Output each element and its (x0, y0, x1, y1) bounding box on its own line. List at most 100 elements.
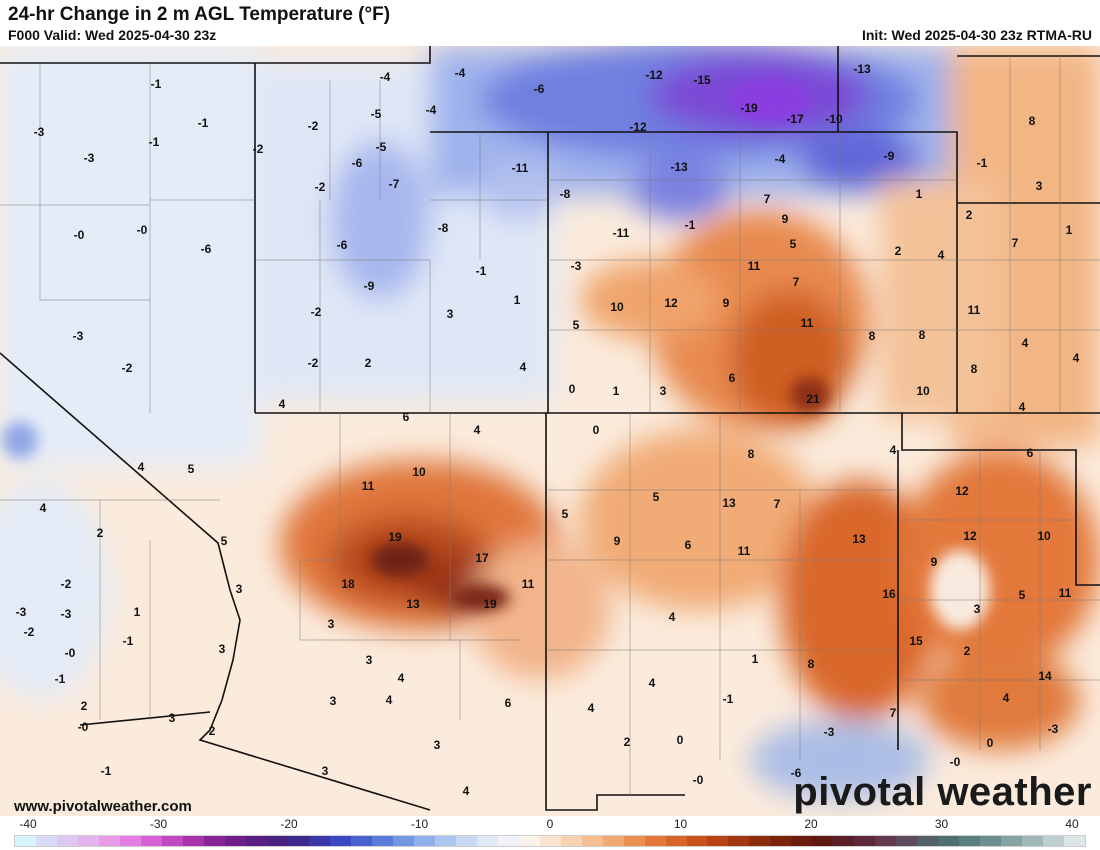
temp-label: 11 (801, 316, 814, 330)
colorbar-cell (266, 836, 288, 846)
colorbar-tick-label: -10 (410, 817, 429, 831)
colorbar-cell (287, 836, 309, 846)
state-borders (0, 46, 1100, 811)
colorbar-ticks: -40 -30 -20 -10 0 10 20 30 40 (0, 816, 1100, 832)
temp-label: -17 (786, 112, 804, 126)
temp-label: 8 (919, 328, 926, 342)
colorbar-cell (224, 836, 246, 846)
temp-label: -3 (571, 259, 582, 273)
temperature-change-map: -1 -3 -1 -1 -3 -2 -2 -4 -4 -6 -12 -15 -13 -19 -17 -10 -1… (0, 46, 1100, 816)
colorbar-cell (854, 836, 876, 846)
temp-label: 2 (365, 356, 372, 370)
temp-label: -6 (352, 156, 363, 170)
temp-label: 1 (134, 605, 141, 619)
temp-label: 7 (764, 192, 771, 206)
temp-label: 10 (412, 465, 426, 479)
temp-label: -3 (73, 329, 84, 343)
colorbar-cell (308, 836, 330, 846)
colorbar-cell (833, 836, 855, 846)
colorbar-tick-label: -40 (19, 817, 37, 831)
temp-label: 11 (968, 303, 981, 317)
temp-label: 3 (974, 602, 981, 616)
colorbar-cell (749, 836, 771, 846)
temp-label: -1 (123, 634, 134, 648)
temp-label: 15 (909, 634, 923, 648)
temp-label: 3 (366, 653, 373, 667)
temp-label: 16 (882, 587, 896, 601)
colorbar-cell (455, 836, 477, 846)
temp-label: 6 (403, 410, 410, 424)
colorbar-cell (1043, 836, 1065, 846)
temp-label: -4 (380, 70, 391, 84)
temp-label: -8 (560, 187, 571, 201)
temp-label: -4 (775, 152, 786, 166)
temp-label: -2 (311, 305, 322, 319)
temp-label: -12 (629, 120, 647, 134)
valid-time: F000 Valid: Wed 2025-04-30 23z (8, 27, 217, 43)
colorbar-cell (413, 836, 435, 846)
temp-label: 1 (1066, 223, 1073, 237)
colorbar-cell (392, 836, 414, 846)
colorbar-cell (917, 836, 939, 846)
temp-label: 3 (328, 617, 335, 631)
temp-label: 0 (569, 382, 576, 396)
temp-label: 13 (722, 496, 736, 510)
colorbar-cell (203, 836, 225, 846)
colorbar-cell (686, 836, 708, 846)
temp-label: 3 (236, 582, 243, 596)
temp-label: -4 (455, 66, 466, 80)
temp-label: -1 (198, 116, 209, 130)
temp-label: 6 (1027, 446, 1034, 460)
temp-label: 4 (890, 443, 897, 457)
init-time: Init: Wed 2025-04-30 23z RTMA-RU (861, 27, 1092, 43)
colorbar-tick-label: 40 (1065, 817, 1079, 831)
temp-label: 19 (483, 597, 497, 611)
temp-label: -7 (389, 177, 400, 191)
temp-label: 2 (209, 724, 216, 738)
site-url[interactable]: www.pivotalweather.com (14, 798, 192, 815)
colorbar-cell (350, 836, 372, 846)
temp-label: -10 (825, 112, 843, 126)
temp-label: -0 (693, 773, 704, 787)
temp-label: 1 (514, 293, 521, 307)
colorbar-cell (560, 836, 582, 846)
temp-label: -6 (337, 238, 348, 252)
temp-label: -2 (61, 577, 72, 591)
temp-label: 1 (613, 384, 620, 398)
temp-label: 5 (562, 507, 569, 521)
temp-label: 0 (593, 423, 600, 437)
temp-label: 7 (774, 497, 781, 511)
colorbar-tick-label: 20 (804, 817, 818, 831)
temp-label: 11 (748, 259, 761, 273)
temp-label: 5 (221, 534, 228, 548)
colorbar-cell (896, 836, 918, 846)
temp-label: -3 (34, 125, 45, 139)
temp-label: 10 (610, 300, 624, 314)
colorbar-cell (182, 836, 204, 846)
colorbar-cell (77, 836, 99, 846)
temp-label: 3 (322, 764, 329, 778)
temp-label: 4 (1003, 691, 1010, 705)
temp-label: -5 (376, 140, 387, 154)
temp-label: -5 (371, 107, 382, 121)
temp-label: 7 (1012, 236, 1019, 250)
temp-label: -11 (613, 226, 630, 240)
temp-label: -2 (308, 119, 319, 133)
colorbar-cell (140, 836, 162, 846)
temp-label: 5 (188, 462, 195, 476)
temp-label: -2 (315, 180, 326, 194)
temp-label: -0 (74, 228, 85, 242)
colorbar-cell (518, 836, 540, 846)
temp-label: -1 (101, 764, 112, 778)
colorbar-cell (56, 836, 78, 846)
temp-label: -4 (426, 103, 437, 117)
temp-label: 4 (669, 610, 676, 624)
temp-label: 4 (1073, 351, 1080, 365)
colorbar-cell (665, 836, 687, 846)
colorbar-cell (98, 836, 120, 846)
temp-label: 10 (916, 384, 930, 398)
temp-label: 5 (1019, 588, 1026, 602)
temp-label: -1 (55, 672, 66, 686)
colorbar-tick-label: 30 (934, 817, 949, 831)
temp-label: -3 (84, 151, 95, 165)
